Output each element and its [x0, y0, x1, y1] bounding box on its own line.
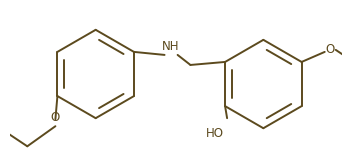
Text: NH: NH	[162, 40, 180, 53]
Text: O: O	[325, 43, 334, 56]
Text: O: O	[51, 111, 60, 124]
Text: HO: HO	[206, 127, 224, 140]
